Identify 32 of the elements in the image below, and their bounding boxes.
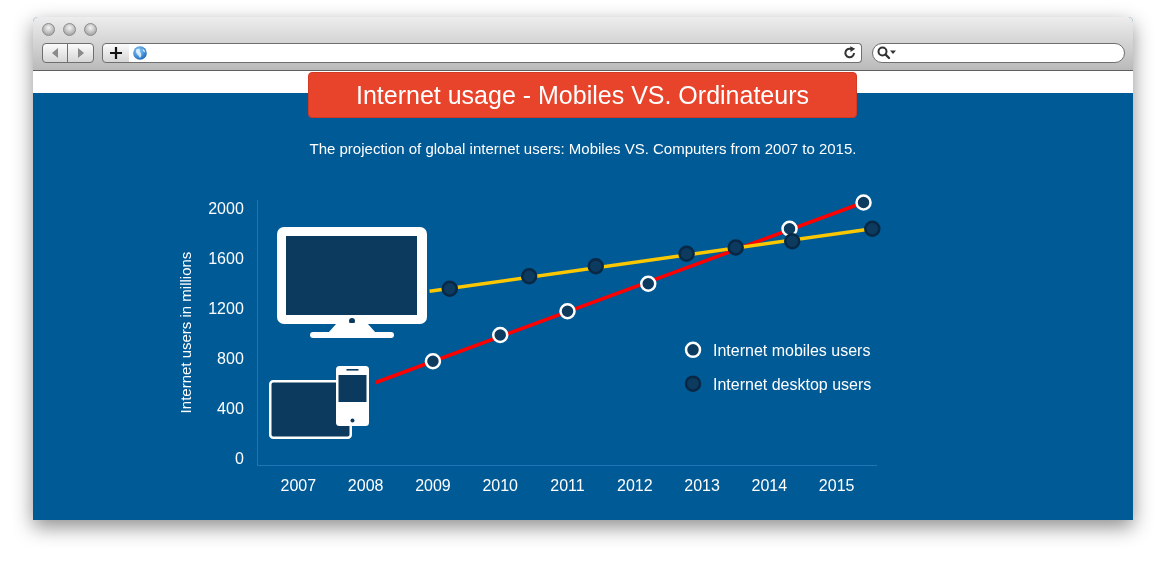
x-tick-label: 2009	[415, 477, 451, 495]
x-tick-label: 2007	[280, 477, 317, 495]
x-tick-label: 2011	[550, 477, 585, 495]
y-tick-label: 1200	[208, 300, 244, 318]
y-tick-label: 0	[234, 450, 244, 468]
y-tick-label: 1600	[208, 250, 244, 268]
y-tick-label: 2000	[208, 200, 244, 218]
point	[864, 220, 881, 237]
chart-subtitle: The projection of global internet users: Mobiles VS. Computers from 2007 to 2015.	[308, 139, 858, 159]
x-tick-label: 2010	[482, 477, 519, 495]
point	[855, 194, 872, 211]
point	[783, 233, 801, 250]
point	[640, 275, 657, 292]
chart-title: Internet usage - Mobiles VS. Ordinateurs	[308, 72, 857, 118]
point	[678, 245, 695, 262]
point	[491, 326, 509, 344]
point	[424, 353, 442, 370]
point	[559, 303, 576, 320]
x-tick-label: 2013	[684, 477, 720, 495]
x-tick-label: 2008	[347, 477, 384, 495]
y-axis-title: Internet users in millions	[177, 251, 195, 414]
x-tick-label: 2015	[818, 477, 855, 495]
point	[587, 258, 605, 275]
legend-label: Internet desktop users	[713, 375, 872, 393]
point	[520, 268, 538, 285]
legend-label: Internet mobiles users	[713, 342, 871, 360]
x-tick-label: 2014	[751, 477, 788, 495]
y-tick-label: 400	[217, 400, 244, 418]
point	[441, 280, 459, 297]
point	[727, 239, 744, 256]
x-tick-label: 2012	[616, 477, 653, 495]
y-tick-label: 800	[217, 350, 244, 368]
